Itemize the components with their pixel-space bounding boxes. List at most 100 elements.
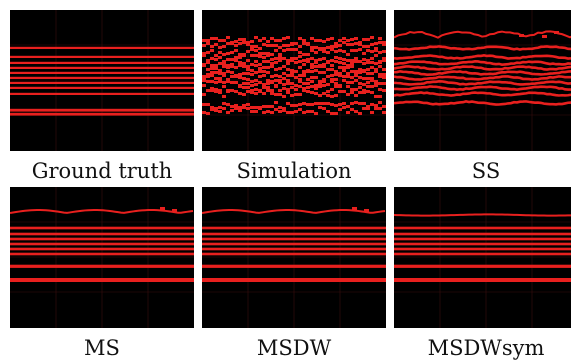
harmonic-segment (246, 59, 250, 62)
harmonic-segment (254, 88, 258, 91)
harmonic-segment (274, 44, 278, 47)
harmonic-segment (334, 42, 338, 45)
panel-caption: MS (84, 336, 120, 360)
harmonic-line (202, 247, 386, 251)
harmonic-line (394, 54, 571, 60)
harmonic-segment (262, 66, 266, 69)
harmonic-segment (206, 51, 210, 54)
harmonic-segment (242, 106, 246, 109)
harmonic-segment (330, 74, 334, 77)
harmonic-segment (370, 66, 374, 69)
harmonic-segment (294, 104, 298, 107)
harmonic-segment (238, 56, 242, 59)
harmonic-segment (326, 110, 330, 113)
harmonic-line (10, 247, 194, 251)
harmonic-segment (378, 107, 382, 110)
harmonic-segment (238, 61, 242, 64)
harmonic-segment (286, 88, 290, 91)
top-harmonic (202, 208, 386, 214)
harmonic-line (10, 61, 194, 64)
harmonic-segment (278, 89, 282, 92)
harmonic-segment (358, 48, 362, 51)
harmonic-segment (206, 73, 210, 76)
harmonic-segment (338, 85, 342, 88)
harmonic-segment (278, 106, 282, 109)
spectrogram-plot (10, 10, 194, 151)
harmonic-segment (282, 72, 286, 75)
harmonic-segment (266, 105, 270, 108)
harmonic-segment (554, 31, 559, 34)
harmonic-segment (222, 85, 226, 88)
harmonic-segment (326, 83, 330, 86)
harmonic-segment (266, 60, 270, 63)
harmonic-segment (302, 53, 306, 56)
harmonic-segment (298, 103, 302, 106)
harmonic-segment (326, 38, 330, 41)
harmonic-segment (334, 60, 338, 63)
harmonic-segment (202, 93, 206, 96)
harmonic-segment (226, 66, 230, 69)
harmonic-segment (202, 39, 206, 42)
harmonic-segment (246, 86, 250, 89)
harmonic-segment (246, 90, 250, 93)
harmonic-segment (330, 68, 334, 71)
harmonic-segment (362, 107, 366, 110)
harmonic-segment (230, 89, 234, 92)
harmonic-segment (302, 59, 306, 62)
harmonic-segment (378, 101, 382, 104)
harmonic-line (394, 75, 571, 81)
harmonic-segment (350, 81, 354, 84)
harmonic-segment (270, 89, 274, 92)
harmonic-segment (306, 43, 310, 46)
harmonic-segment (366, 59, 370, 62)
harmonic-segment (318, 83, 322, 86)
harmonic-segment (246, 103, 250, 106)
harmonic-segment (206, 59, 210, 62)
harmonic-segment (266, 71, 270, 74)
harmonic-segment (222, 72, 226, 75)
harmonic-segment (206, 42, 210, 45)
harmonic-segment (242, 93, 246, 96)
harmonic-segment (266, 82, 270, 85)
harmonic-segment (206, 80, 210, 83)
harmonic-segment (374, 70, 378, 73)
harmonic-segment (262, 70, 266, 73)
harmonic-segment (250, 80, 254, 83)
harmonic-line (394, 85, 571, 91)
harmonic-segment (282, 65, 286, 68)
harmonic-segment (250, 54, 254, 57)
harmonic-segment (322, 57, 326, 60)
harmonic-segment (382, 59, 386, 62)
harmonic-segment (214, 64, 218, 67)
harmonic-segment (342, 69, 346, 72)
harmonic-segment (302, 42, 306, 45)
harmonic-segment (206, 103, 210, 106)
harmonic-segment (278, 75, 282, 78)
harmonic-segment (366, 107, 370, 110)
top-harmonic (10, 208, 194, 214)
harmonic-segment (374, 82, 378, 85)
harmonic-segment (310, 103, 314, 106)
harmonic-segment (278, 53, 282, 56)
harmonic-segment (202, 52, 206, 55)
harmonic-segment (254, 60, 258, 63)
harmonic-segment (354, 88, 358, 91)
harmonic-segment (382, 73, 386, 76)
harmonic-segment (346, 53, 350, 56)
harmonic-segment (202, 103, 206, 106)
harmonic-segment (338, 61, 342, 64)
harmonic-line (394, 232, 571, 236)
harmonic-segment (350, 70, 354, 73)
harmonic-segment (366, 68, 370, 71)
harmonic-segment (358, 60, 362, 63)
harmonic-segment (346, 75, 350, 78)
harmonic-segment (298, 45, 302, 48)
harmonic-segment (274, 79, 278, 82)
harmonic-segment (378, 88, 382, 91)
harmonic-segment (274, 49, 278, 52)
panel-image (394, 187, 571, 328)
harmonic-segment (330, 48, 334, 51)
harmonic-segment (242, 77, 246, 80)
harmonic-segment (278, 110, 282, 113)
